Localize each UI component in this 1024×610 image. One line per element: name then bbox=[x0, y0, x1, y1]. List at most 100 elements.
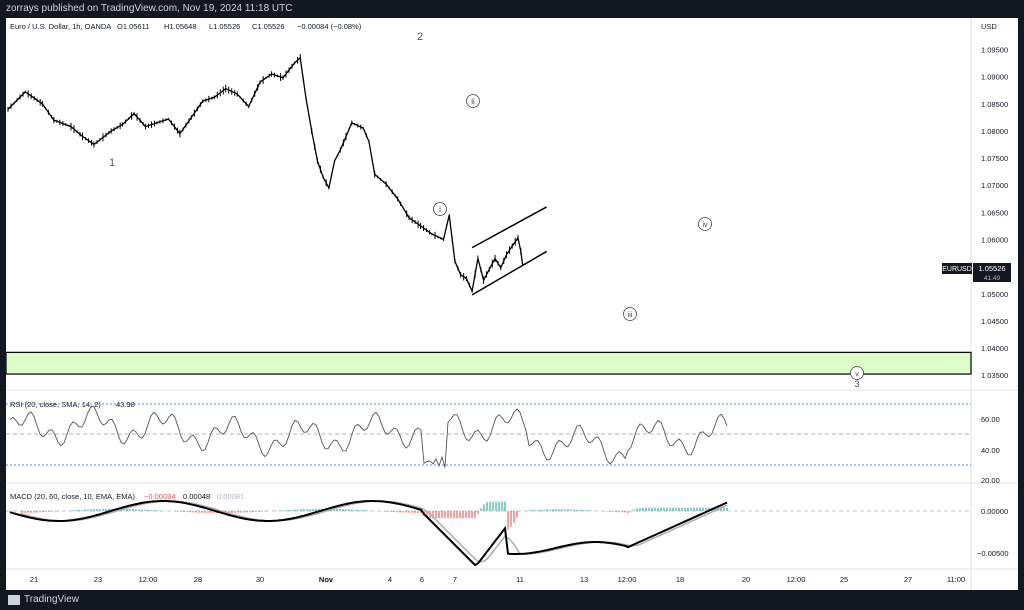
macd-hist-bar bbox=[363, 510, 365, 511]
macd-hist-bar bbox=[675, 507, 677, 511]
time-axis-label: 4 bbox=[388, 575, 392, 584]
macd-hist-bar bbox=[309, 509, 311, 511]
ohlc-high: H1.05648 bbox=[164, 22, 197, 31]
macd-hist-bar bbox=[93, 509, 95, 511]
macd-hist-bar bbox=[396, 511, 398, 513]
macd-hist-bar bbox=[234, 511, 236, 513]
macd-hist-bar bbox=[612, 511, 614, 512]
macd-hist-bar bbox=[282, 510, 284, 511]
macd-hist-bar bbox=[447, 511, 449, 519]
macd-hist-bar bbox=[471, 511, 473, 519]
macd-hist-bar bbox=[699, 507, 701, 511]
macd-hist-bar bbox=[618, 511, 620, 513]
macd-hist-bar bbox=[39, 511, 41, 513]
last-price-tag: EURUSD 1.05526 41:49 bbox=[942, 263, 1011, 282]
macd-hist-bar bbox=[708, 507, 710, 511]
price-axis-label: 1.09000 bbox=[981, 73, 1008, 82]
time-axis-label: 21 bbox=[30, 575, 38, 584]
price-axis-currency: USD bbox=[981, 22, 997, 31]
price-axis-label: 1.04000 bbox=[981, 344, 1008, 353]
macd-hist-bar bbox=[135, 509, 137, 511]
macd-hist-bar bbox=[333, 508, 335, 511]
macd-hist-bar bbox=[450, 511, 452, 519]
macd-hist-bar bbox=[417, 511, 419, 514]
time-axis-label: 27 bbox=[904, 575, 912, 584]
price-chart[interactable]: Euro / U.S. Dollar, 1h, OANDA O1.05611 H… bbox=[5, 18, 1018, 590]
macd-hist-bar bbox=[228, 511, 230, 514]
macd-hist-bar bbox=[534, 510, 536, 511]
macd-hist-bar bbox=[573, 509, 575, 511]
macd-hist-bar bbox=[156, 510, 158, 511]
macd-hist-bar bbox=[72, 510, 74, 511]
price-axis-label: 1.08000 bbox=[981, 127, 1008, 136]
macd-hist-bar bbox=[399, 511, 401, 513]
macd-hist-bar bbox=[351, 509, 353, 511]
macd-hist-bar bbox=[726, 507, 728, 511]
wave-label-i: i bbox=[433, 202, 447, 216]
macd-hist-bar bbox=[633, 509, 635, 511]
macd-hist-bar bbox=[627, 511, 629, 514]
macd-hist-bar bbox=[474, 511, 476, 519]
macd-hist-bar bbox=[639, 507, 641, 511]
macd-hist-bar bbox=[414, 511, 416, 513]
macd-hist-bar bbox=[258, 511, 260, 512]
macd-hist-bar bbox=[705, 507, 707, 511]
price-axis-label: 1.05000 bbox=[981, 290, 1008, 299]
channel-lower-line[interactable] bbox=[471, 250, 547, 296]
macd-hist-bar bbox=[492, 501, 494, 511]
macd-hist-bar bbox=[582, 509, 584, 511]
macd-hist-bar bbox=[318, 508, 320, 511]
macd-hist-bar bbox=[303, 509, 305, 511]
macd-hist-bar bbox=[102, 508, 104, 511]
time-axis-label: 28 bbox=[194, 575, 202, 584]
macd-hist-bar bbox=[30, 511, 32, 513]
macd-hist-bar bbox=[654, 507, 656, 511]
footer: TradingView bbox=[0, 590, 1024, 610]
macd-hist-bar bbox=[636, 508, 638, 511]
price-axis[interactable]: 1.09500 1.09000 1.08500 1.08000 1.07500 1.070… bbox=[981, 46, 1008, 381]
time-axis[interactable]: 21 23 12:00 28 30 Nov 4 6 7 11 13 12:00 18 20 12:00 25 2… bbox=[30, 575, 965, 584]
macd-hist-bar bbox=[408, 511, 410, 513]
macd-hist-bar bbox=[585, 510, 587, 511]
macd-hist-bar bbox=[33, 511, 35, 513]
macd-hist-bar bbox=[252, 511, 254, 513]
macd-hist-bar bbox=[507, 511, 509, 530]
macd-hist-bar bbox=[105, 508, 107, 511]
channel-upper-line[interactable] bbox=[471, 206, 547, 249]
macd-legend: MACD (20, 60, close, 10, EMA, EMA) bbox=[10, 492, 136, 501]
target-zone[interactable] bbox=[5, 351, 972, 375]
macd-hist-bar bbox=[180, 511, 182, 512]
macd-hist-bar bbox=[411, 511, 413, 513]
macd-hist-bar bbox=[723, 507, 725, 511]
macd-hist-bar bbox=[306, 509, 308, 511]
macd-hist-bar bbox=[480, 508, 482, 511]
ohlc-change: −0.00084 (−0.08%) bbox=[297, 22, 362, 31]
macd-hist-bar bbox=[462, 511, 464, 519]
wave-label-2: 2 bbox=[417, 31, 423, 43]
macd-hist-bar bbox=[666, 507, 668, 511]
price-axis-label: 1.03500 bbox=[981, 371, 1008, 380]
macd-hist-bar bbox=[177, 511, 179, 512]
macd-line bbox=[9, 500, 728, 567]
wave-label-3: 3 bbox=[854, 379, 859, 389]
macd-hist-bar bbox=[477, 511, 479, 514]
time-axis-label: 13 bbox=[580, 575, 588, 584]
macd-hist-bar bbox=[657, 507, 659, 511]
time-axis-label: Nov bbox=[319, 575, 334, 584]
macd-hist-bar bbox=[24, 511, 26, 513]
wave-label-iv: iv bbox=[698, 217, 712, 231]
svg-text:iii: iii bbox=[628, 312, 633, 319]
macd-hist-bar bbox=[489, 501, 491, 511]
time-axis-label: 11 bbox=[516, 575, 524, 584]
macd-hist-bar bbox=[108, 508, 110, 511]
price-candles bbox=[7, 54, 522, 293]
chart-panel[interactable]: Euro / U.S. Dollar, 1h, OANDA O1.05611 H… bbox=[5, 18, 1018, 590]
macd-hist-bar bbox=[678, 507, 680, 511]
ohlc-close: C1.05526 bbox=[252, 22, 285, 31]
macd-hist-bar bbox=[615, 511, 617, 513]
macd-hist-bar bbox=[537, 509, 539, 511]
macd-hist-bar bbox=[231, 511, 233, 514]
macd-hist-bar bbox=[201, 511, 203, 513]
macd-hist-bar bbox=[249, 511, 251, 513]
macd-hist-bar bbox=[384, 511, 386, 512]
